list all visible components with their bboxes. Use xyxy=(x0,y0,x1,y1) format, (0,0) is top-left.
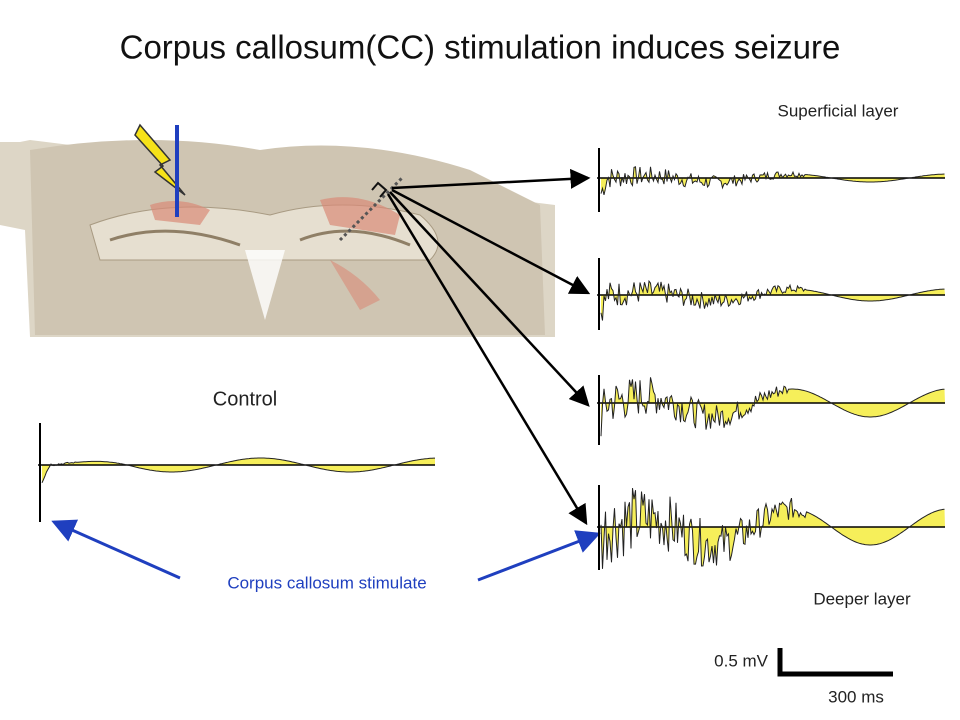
scale-bar xyxy=(777,648,893,677)
trace-line xyxy=(41,457,435,484)
scale-time: 300 ms xyxy=(828,687,884,706)
trace-line xyxy=(600,279,945,321)
label-stimulate: Corpus callosum stimulate xyxy=(227,573,426,592)
label-superficial: Superficial layer xyxy=(778,101,899,120)
blue-arrows xyxy=(51,519,601,582)
brain-section xyxy=(0,140,555,337)
trace-line xyxy=(600,377,945,437)
label-control: Control xyxy=(213,388,277,410)
trace-line xyxy=(600,166,945,196)
trace-line xyxy=(600,488,945,569)
trace-fill xyxy=(601,488,945,569)
title: Corpus callosum(CC) stimulation induces … xyxy=(120,29,841,66)
traces xyxy=(38,148,945,570)
label-deeper: Deeper layer xyxy=(813,589,911,608)
stimulus-icon xyxy=(134,123,186,196)
arrows xyxy=(386,168,591,526)
scale-voltage: 0.5 mV xyxy=(714,651,769,670)
trace-fill xyxy=(42,458,435,483)
